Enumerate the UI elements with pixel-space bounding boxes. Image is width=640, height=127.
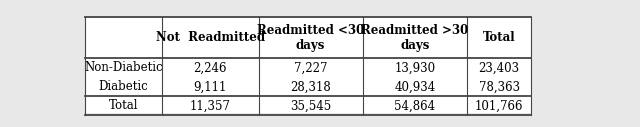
Text: 35,545: 35,545 [290,99,332,112]
Text: 2,246: 2,246 [193,61,227,74]
Text: Total: Total [483,31,515,44]
Bar [85,17,531,115]
Text: 40,934: 40,934 [394,80,435,93]
Text: Diabetic: Diabetic [99,80,148,93]
Text: 54,864: 54,864 [394,99,435,112]
Text: Readmitted >30
days: Readmitted >30 days [361,24,468,52]
Text: Total: Total [109,99,138,112]
Text: 7,227: 7,227 [294,61,328,74]
Text: 23,403: 23,403 [479,61,520,74]
Text: 9,111: 9,111 [193,80,227,93]
Text: 11,357: 11,357 [189,99,230,112]
Text: 13,930: 13,930 [394,61,435,74]
Text: 78,363: 78,363 [479,80,520,93]
Text: Not  Readmitted: Not Readmitted [156,31,265,44]
Text: Readmitted <30
days: Readmitted <30 days [257,24,364,52]
Text: Non-Diabetic: Non-Diabetic [84,61,163,74]
Text: 28,318: 28,318 [291,80,331,93]
Text: 101,766: 101,766 [475,99,524,112]
